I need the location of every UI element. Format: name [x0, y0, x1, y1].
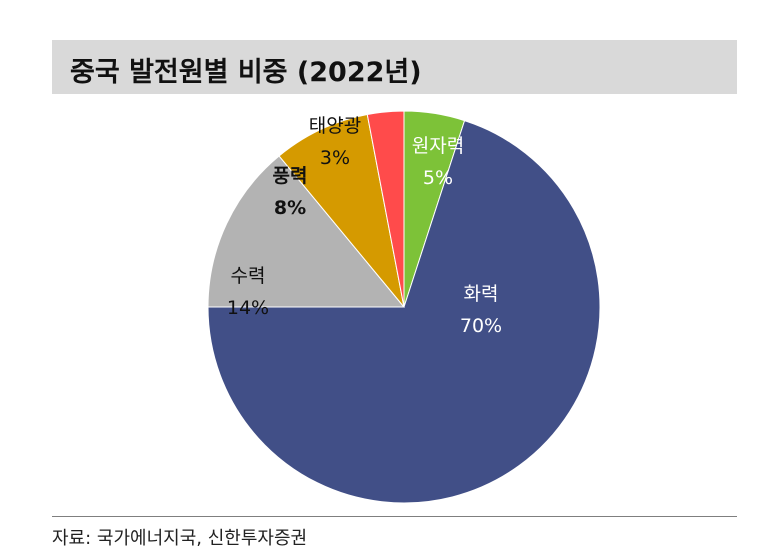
pie-slice-wind — [278, 113, 405, 308]
slice-category-label: 태양광 — [309, 115, 361, 137]
slice-value-label: 5% — [423, 167, 453, 189]
slice-label-wind: 풍력 8% — [273, 165, 308, 219]
source-note: 자료: 국가에너지국, 신한투자증권 — [52, 528, 308, 549]
source-divider — [52, 516, 737, 517]
slice-category-label: 화력 — [464, 283, 499, 305]
slice-category-label: 원자력 — [412, 135, 464, 157]
chart-title: 중국 발전원별 비중 (2022년) — [70, 57, 422, 88]
slice-value-label: 8% — [274, 197, 306, 219]
slice-category-label: 풍력 — [273, 165, 308, 187]
slice-label-nuclear: 원자력 5% — [412, 135, 464, 189]
slice-label-hydro: 수력 14% — [227, 265, 269, 319]
pie-slice-thermal — [207, 119, 601, 504]
pie-slice-solar — [366, 110, 405, 308]
slice-value-label: 3% — [320, 147, 350, 169]
slice-value-label: 14% — [227, 297, 269, 319]
pie-slice-hydro — [207, 155, 406, 308]
slice-value-label: 70% — [460, 315, 502, 337]
slice-label-thermal: 화력 70% — [460, 283, 502, 337]
title-bar: 중국 발전원별 비중 (2022년) — [52, 40, 737, 94]
slice-label-solar: 태양광 3% — [309, 115, 361, 169]
slice-category-label: 수력 — [231, 265, 266, 287]
